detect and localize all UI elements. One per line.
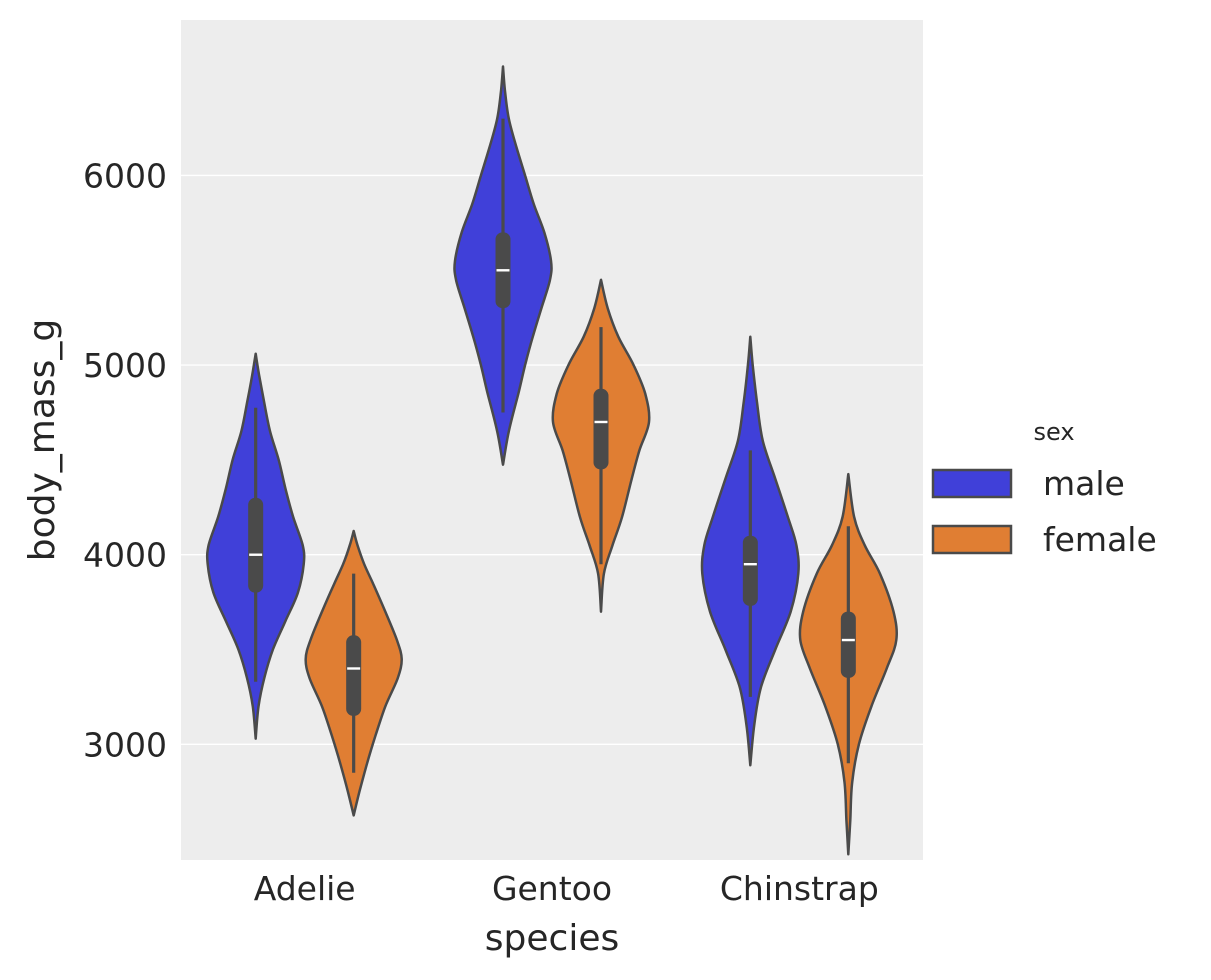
x-tick-label-chinstrap: Chinstrap [720, 869, 879, 908]
y-tick-label-5000: 5000 [83, 346, 167, 385]
violin-gentoo-female [551, 278, 651, 613]
y-tick-label-3000: 3000 [83, 725, 167, 764]
legend-swatch [931, 524, 1013, 555]
violin-box [248, 497, 264, 593]
violin-box [346, 635, 362, 716]
violin-gentoo-male [453, 65, 553, 466]
violin-chinstrap-female [798, 472, 898, 856]
violins [205, 65, 898, 856]
violin-box [840, 611, 856, 678]
plot-background [181, 20, 923, 860]
y-tick-label-4000: 4000 [83, 536, 167, 575]
legend-label: male [1043, 464, 1125, 503]
violin-box [742, 535, 758, 606]
legend: sex male female [931, 418, 1157, 559]
violin-box [593, 388, 609, 470]
legend-title: sex [1033, 418, 1074, 446]
x-axis-label: species [485, 918, 619, 959]
violin-chinstrap-male [700, 335, 800, 767]
violin-adelie-male [205, 352, 306, 740]
legend-item-male: male [931, 464, 1125, 503]
x-tick-label-gentoo: Gentoo [492, 869, 612, 908]
legend-item-female: female [931, 520, 1157, 559]
legend-items: male female [931, 464, 1157, 559]
legend-label: female [1043, 520, 1157, 559]
x-tick-label-adelie: Adelie [254, 869, 356, 908]
violin-adelie-female [304, 529, 403, 817]
x-tick-labels: Adelie Gentoo Chinstrap [254, 869, 879, 908]
y-tick-label-6000: 6000 [83, 156, 167, 195]
y-tick-labels: 3000 4000 5000 6000 [83, 156, 167, 764]
legend-swatch [931, 468, 1013, 499]
y-axis-label: body_mass_g [22, 319, 63, 562]
